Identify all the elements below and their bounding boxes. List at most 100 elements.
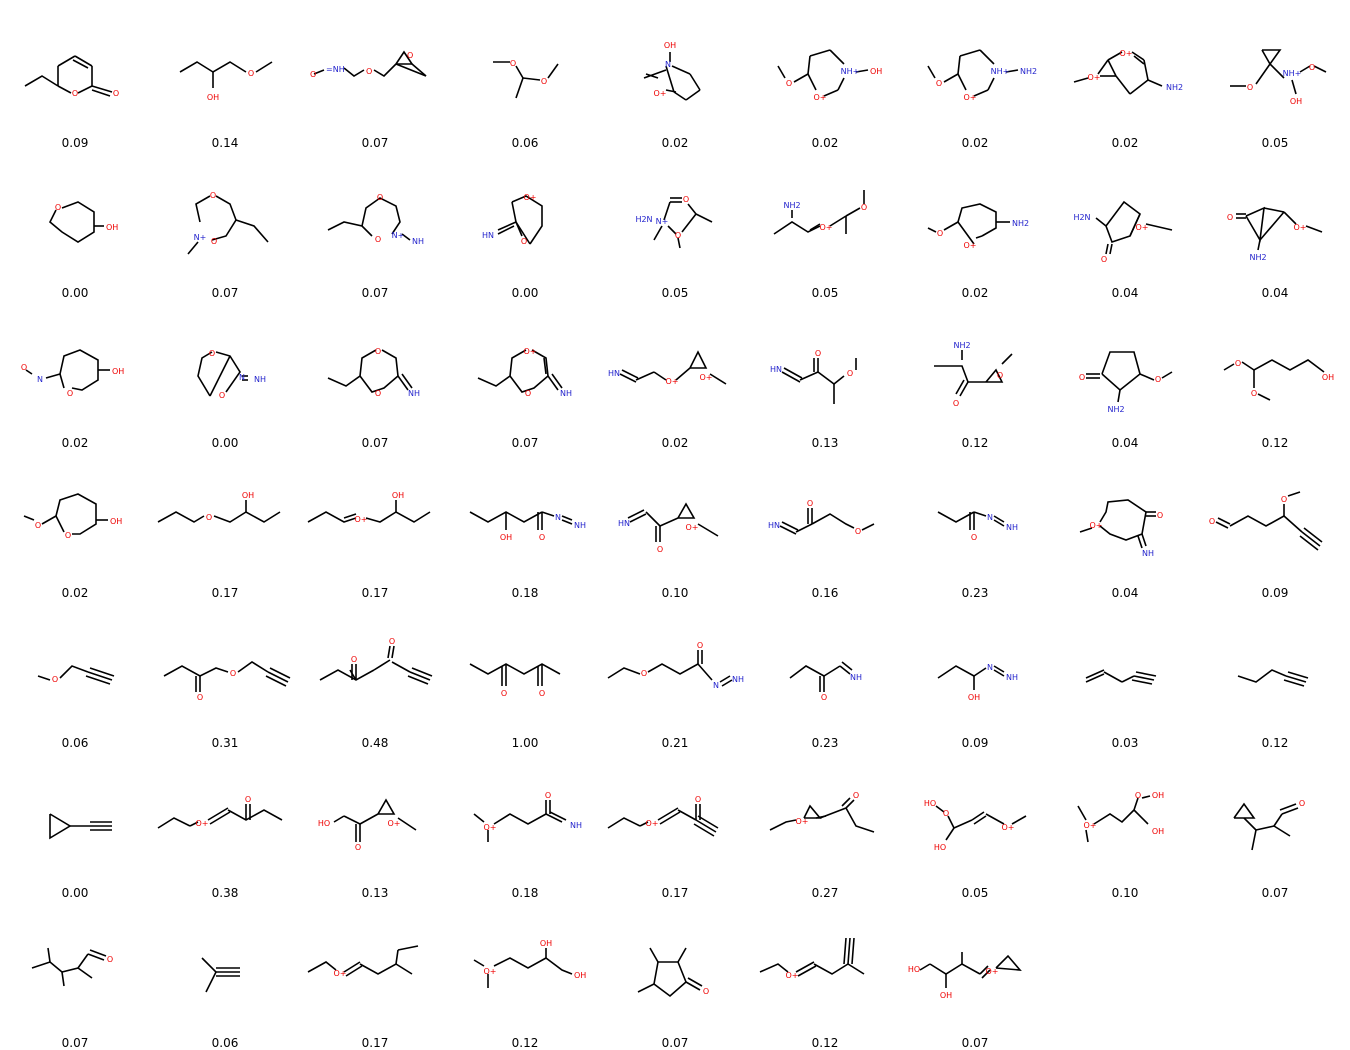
similarity-score: 1.00 [511, 736, 539, 750]
svg-text:O: O [366, 67, 372, 76]
svg-text:O: O [211, 237, 217, 246]
svg-text:NH2: NH2 [1166, 83, 1183, 92]
similarity-score: 0.21 [661, 736, 689, 750]
svg-text:O: O [407, 51, 413, 60]
similarity-score: 0.04 [1111, 436, 1139, 450]
svg-text:NH: NH [732, 675, 744, 684]
svg-text:O: O [641, 669, 647, 678]
svg-text:O: O [219, 391, 225, 400]
molecule-cell: O O 1.00 [450, 600, 600, 750]
svg-text:HO: HO [924, 799, 936, 808]
molecule-structure: O O+ NH2 [927, 203, 1029, 250]
molecule-structure: O [1233, 799, 1305, 851]
molecule-cell: HN O O+ 0.10 [600, 450, 750, 600]
similarity-score: 0.05 [811, 286, 839, 300]
svg-text:O+: O+ [1090, 521, 1103, 530]
svg-text:O: O [855, 527, 861, 536]
molecule-cell: NH2 O O 0.12 [900, 300, 1050, 450]
svg-text:HO: HO [908, 965, 920, 974]
svg-text:O: O [539, 533, 545, 542]
molecule-structure: O O [469, 663, 561, 698]
molecule-cell: O+ O 0.17 [600, 750, 750, 900]
molecule-cell: 0.00 [0, 750, 150, 900]
svg-text:O: O [1281, 495, 1287, 504]
similarity-score: 0.02 [1111, 136, 1139, 150]
molecule-structure: O O [319, 637, 433, 685]
svg-text:O: O [971, 533, 977, 542]
svg-text:O: O [539, 689, 545, 698]
molecule-cell: O O OH 0.12 [1200, 300, 1350, 450]
similarity-score: 0.12 [1261, 436, 1289, 450]
molecule-cell: O N O OH 0.02 [0, 300, 150, 450]
similarity-score: 0.17 [211, 586, 239, 600]
molecule-structure: O NH+ OH O+ [777, 49, 882, 102]
molecule-structure: HN O O+ [618, 502, 719, 554]
similarity-score: 0.03 [1111, 736, 1139, 750]
molecule-cell: O O N+ NH 0.07 [300, 150, 450, 300]
molecule-structure [1237, 669, 1309, 687]
similarity-score: 0.02 [961, 136, 989, 150]
similarity-score: 0.00 [61, 286, 89, 300]
svg-text:O: O [936, 79, 942, 88]
svg-text:O+: O+ [1084, 821, 1097, 830]
molecule-structure: O O+ NH2 [1227, 206, 1323, 262]
similarity-score: 0.06 [211, 1036, 239, 1050]
similarity-score: 0.10 [1111, 886, 1139, 900]
svg-text:O: O [355, 843, 361, 852]
svg-text:O: O [206, 513, 212, 522]
similarity-score: 0.02 [61, 436, 89, 450]
svg-text:O: O [821, 693, 827, 702]
svg-text:NH: NH [1006, 523, 1018, 532]
molecule-cell: O+ O+ NH2 0.02 [1050, 0, 1200, 150]
similarity-score: 0.00 [511, 286, 539, 300]
svg-text:O: O [55, 203, 61, 212]
molecule-structure: H2N N+ O O [635, 195, 713, 249]
molecule-structure: O NH+ O OH [1230, 49, 1327, 106]
molecule-cell: HO OH O+ 0.07 [900, 900, 1050, 1050]
svg-text:HN: HN [608, 369, 620, 378]
svg-text:O: O [210, 191, 216, 200]
molecule-structure: O+ O [157, 795, 283, 829]
molecule-cell: NH2 O+ O 0.05 [750, 150, 900, 300]
svg-text:NH: NH [1006, 673, 1018, 682]
similarity-score: 0.09 [61, 136, 89, 150]
svg-text:O: O [695, 795, 701, 804]
svg-text:O+: O+ [686, 523, 699, 532]
molecule-cell: O O 0.09 [1200, 450, 1350, 600]
svg-text:O: O [521, 237, 527, 246]
svg-text:N: N [987, 513, 993, 522]
molecule-cell: OH O 0.14 [150, 0, 300, 150]
svg-text:O: O [377, 193, 383, 202]
similarity-score: 0.07 [661, 1036, 689, 1050]
similarity-score: 0.07 [61, 1036, 89, 1050]
svg-text:O: O [703, 987, 709, 996]
molecule-structure: O+ OH [307, 491, 431, 524]
svg-text:O: O [697, 641, 703, 650]
similarity-score: 0.07 [511, 436, 539, 450]
molecule-cell: O O+ NH2 0.02 [900, 150, 1050, 300]
svg-text:O+: O+ [786, 971, 799, 980]
svg-text:O: O [1209, 517, 1215, 526]
molecule-cell: O O N NH 0.21 [600, 600, 750, 750]
svg-text:NH2: NH2 [953, 341, 970, 350]
molecule-structure: NH2 O+ O [773, 190, 867, 235]
svg-text:O: O [1309, 63, 1315, 72]
svg-text:OH: OH [106, 223, 118, 232]
similarity-score: 0.17 [361, 586, 389, 600]
molecule-cell: O+ O NH 0.18 [450, 750, 600, 900]
molecule-cell: O+ 0.17 [300, 900, 450, 1050]
molecule-structure: HO O HO O+ [924, 799, 1027, 852]
svg-text:O+: O+ [1088, 73, 1101, 82]
svg-text:O: O [1235, 359, 1241, 368]
similarity-score: 0.02 [661, 136, 689, 150]
similarity-score: 0.12 [811, 1036, 839, 1050]
svg-text:O+: O+ [646, 819, 659, 828]
svg-text:OH: OH [664, 41, 676, 50]
molecule-structure: O+ O NH [1079, 499, 1163, 558]
svg-text:OH: OH [110, 517, 122, 526]
similarity-score: 0.16 [811, 586, 839, 600]
svg-text:OH: OH [870, 67, 882, 76]
molecule-structure: O =NH O O [310, 50, 427, 79]
molecule-cell: O O NH 0.07 [300, 300, 450, 450]
svg-text:O+: O+ [1120, 49, 1133, 58]
